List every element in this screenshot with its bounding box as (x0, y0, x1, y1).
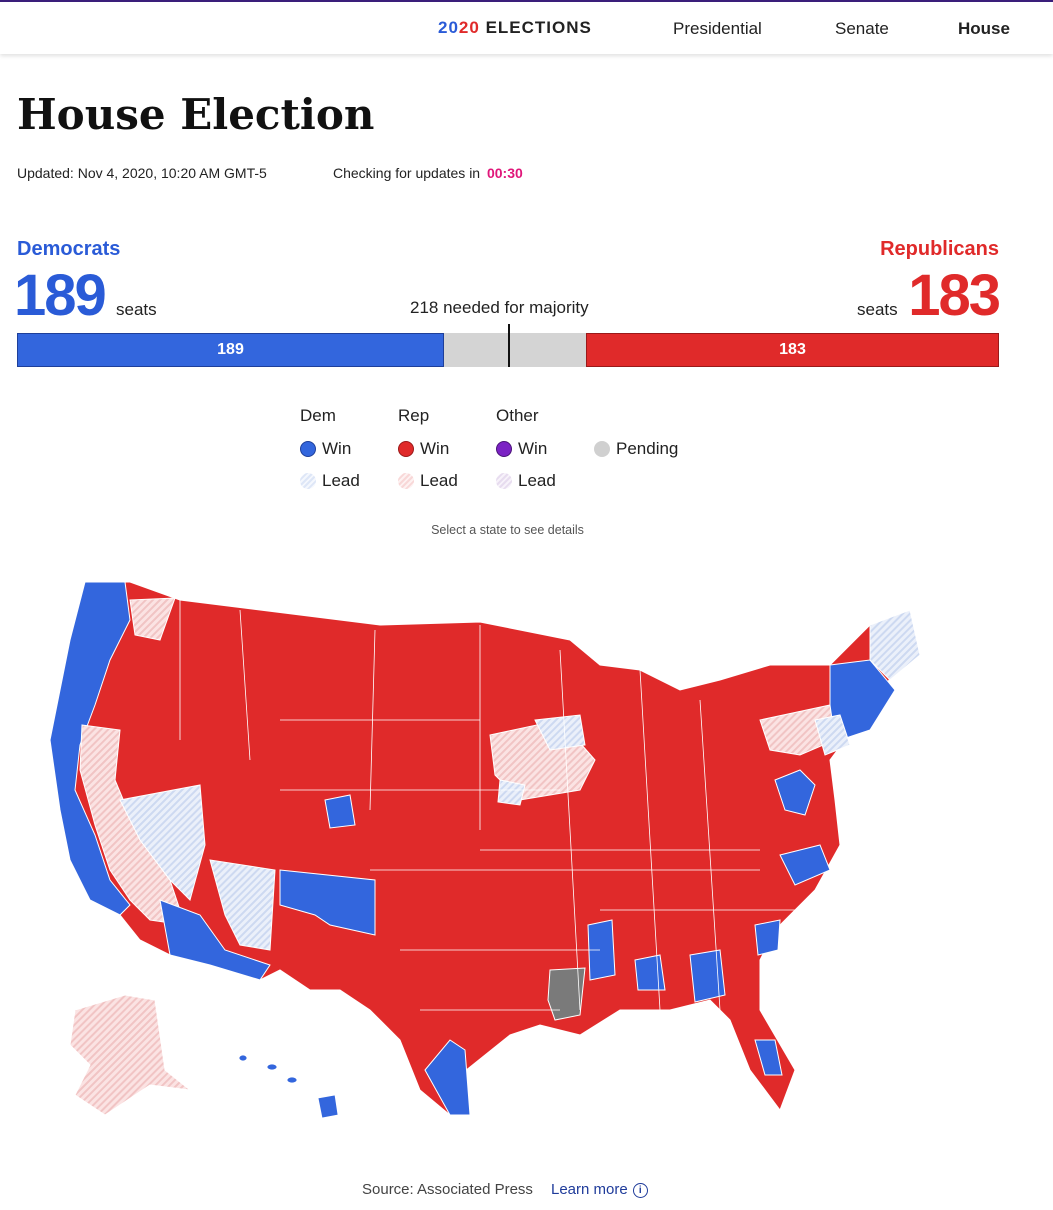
nav-house[interactable]: House (958, 19, 1010, 38)
us-house-map[interactable] (40, 570, 930, 1130)
other-win-swatch (496, 441, 512, 457)
map-region-newmexico-dem[interactable] (279, 869, 376, 936)
legend-label: Lead (322, 471, 360, 490)
legend-dem-lead: Lead (300, 471, 360, 491)
majority-marker (508, 324, 510, 367)
legend-header-dem: Dem (300, 406, 336, 425)
rep-seats-word: seats (857, 300, 898, 319)
rep-seat-count: 183 (908, 263, 1001, 328)
legend-other-win: Win (496, 439, 547, 459)
rep-lead-swatch (398, 473, 414, 489)
learn-more-label: Learn more (551, 1181, 628, 1198)
map-region-midwest-dem-lead[interactable] (497, 714, 586, 806)
map-region-mississippi-dem[interactable] (587, 919, 616, 981)
map-region-pacific-dem[interactable] (49, 581, 131, 916)
dem-seat-count: 189 (14, 263, 107, 328)
other-lead-swatch (496, 473, 512, 489)
map-region-louisiana-pending[interactable] (547, 967, 586, 1021)
map-hint: Select a state to see details (431, 523, 584, 537)
map-region-southcarolina-dem[interactable] (754, 919, 781, 956)
brand-label: ELECTIONS (485, 18, 592, 37)
legend-label: Pending (616, 439, 679, 458)
legend-dem-win: Win (300, 439, 351, 459)
updated-timestamp: Updated: Nov 4, 2020, 10:20 AM GMT-5 (17, 165, 267, 181)
update-status-label: Checking for updates in (333, 165, 481, 181)
dem-lead-swatch (300, 473, 316, 489)
map-region-alaska-rep-lead[interactable] (69, 994, 192, 1116)
legend-header-rep: Rep (398, 406, 430, 425)
update-status: Checking for updates in 00:30 (333, 165, 523, 181)
legend-header-other: Other (496, 406, 539, 425)
map-region-ny-dem-lead[interactable] (814, 714, 851, 756)
info-icon: i (632, 1183, 648, 1198)
dem-win-swatch (300, 441, 316, 457)
map-region-virginia-dem[interactable] (779, 844, 831, 886)
rep-win-swatch (398, 441, 414, 457)
source-credit: Source: Associated Press (362, 1181, 533, 1198)
top-nav: 2020 ELECTIONS Presidential Senate House (0, 0, 1053, 54)
legend-label: Lead (420, 471, 458, 490)
map-region-arizona-dem[interactable] (159, 899, 271, 981)
dem-label: Democrats (17, 238, 121, 260)
map-region-midatlantic-dem[interactable] (774, 769, 816, 816)
district-lines (179, 600, 800, 1011)
page-title: House Election (17, 90, 375, 139)
seat-bar-dem: 189 (17, 333, 444, 367)
map-region-nevada-dem-lead[interactable] (119, 784, 206, 901)
update-countdown: 00:30 (486, 165, 523, 181)
nav-senate[interactable]: Senate (835, 19, 889, 38)
pending-swatch (594, 441, 610, 457)
map-region-florida-dem[interactable] (754, 1039, 783, 1076)
dem-seats-word: seats (116, 300, 157, 319)
legend-rep-win: Win (398, 439, 449, 459)
map-region-hawaii-dem[interactable] (238, 1054, 339, 1119)
legend-other-lead: Lead (496, 471, 556, 491)
seat-bar-rep: 183 (586, 333, 999, 367)
brand-year-part: 20 (458, 18, 480, 37)
legend-label: Lead (518, 471, 556, 490)
legend-label: Win (322, 439, 352, 458)
map-region-alabama-dem[interactable] (634, 954, 666, 991)
map-region-northeast-rep-lead[interactable] (759, 704, 836, 756)
brand-year-part: 20 (438, 18, 459, 37)
elections-brand-link[interactable]: 2020 ELECTIONS (438, 18, 592, 38)
map-region-colorado-dem[interactable] (324, 794, 356, 829)
seat-bar: 189 183 (17, 324, 999, 367)
map-region-texas-dem[interactable] (424, 1039, 471, 1116)
legend-label: Win (420, 439, 450, 458)
learn-more-link[interactable]: Learn more i (551, 1181, 648, 1198)
nav-presidential[interactable]: Presidential (673, 19, 762, 38)
majority-label: 218 needed for majority (410, 298, 589, 317)
legend-rep-lead: Lead (398, 471, 458, 491)
map-region-arizona-dem-lead[interactable] (209, 859, 276, 951)
legend-pending: Pending (594, 439, 678, 459)
rep-label: Republicans (880, 238, 999, 260)
map-region-maine-dem-lead[interactable] (869, 609, 921, 681)
legend-label: Win (518, 439, 548, 458)
map-region-georgia-dem[interactable] (689, 949, 726, 1003)
